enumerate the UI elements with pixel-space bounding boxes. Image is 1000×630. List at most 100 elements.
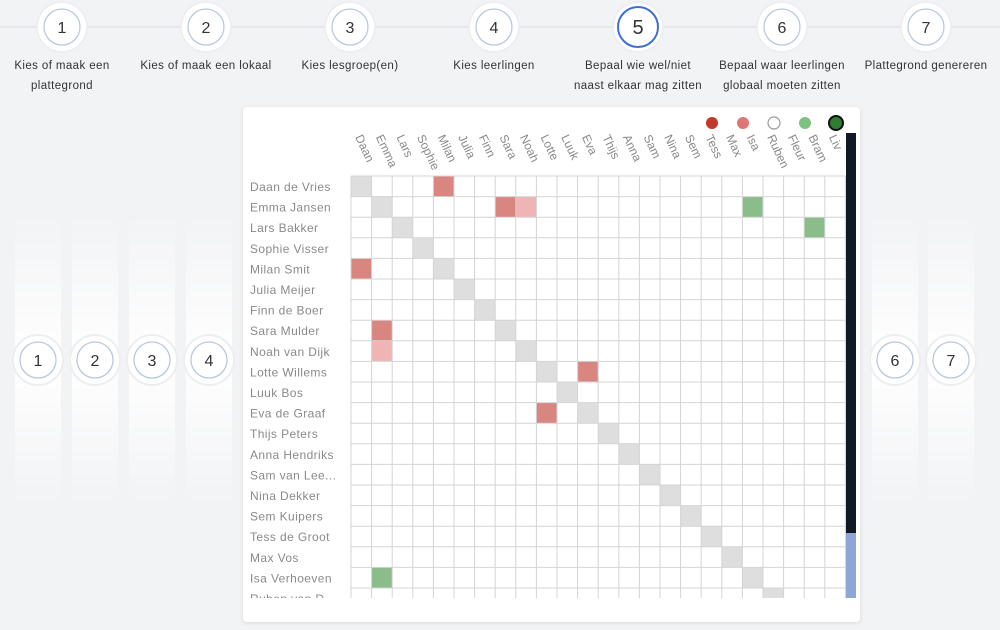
diagonal-cell — [433, 258, 454, 279]
relation-cell[interactable] — [371, 320, 393, 341]
row-label: Eva de Graaf — [250, 407, 326, 421]
step-label: Kies of maak een — [14, 60, 109, 72]
step-circle[interactable] — [43, 8, 81, 46]
step-circle[interactable] — [76, 341, 114, 379]
column-label: Liv — [826, 132, 845, 152]
step-label: Kies leerlingen — [453, 60, 534, 72]
row-label: Emma Jansen — [250, 201, 331, 215]
step-circle[interactable] — [763, 8, 801, 46]
step-label: plattegrond — [31, 80, 93, 92]
relation-cell[interactable] — [515, 196, 537, 218]
step-number: 6 — [891, 353, 900, 370]
step-circle[interactable] — [133, 341, 171, 379]
legend-option[interactable] — [799, 117, 811, 129]
row-label: Lars Bakker — [250, 221, 318, 235]
relation-cell[interactable] — [351, 258, 372, 279]
step-number: 2 — [91, 353, 100, 370]
diagonal-cell — [701, 526, 722, 547]
diagonal-cell — [618, 443, 640, 465]
row-label: Lotte Willems — [250, 365, 327, 379]
relation-cell[interactable] — [371, 567, 393, 588]
matrix: Daan de Vries Emma Jansen Lars Bakker Sophi… — [250, 175, 846, 606]
step-label: Kies lesgroep(en) — [302, 60, 399, 72]
relation-cell[interactable] — [433, 176, 454, 197]
relation-cell[interactable] — [577, 361, 599, 382]
row-label: Tess de Groot — [250, 530, 330, 544]
row-label: Ruben van D... — [250, 592, 336, 606]
step-label: Kies of maak een lokaal — [140, 60, 271, 72]
legend-option[interactable] — [706, 117, 718, 129]
step-label: Bepaal wie wel/niet — [585, 60, 691, 72]
row-label: Isa Verhoeven — [250, 571, 332, 585]
row-label: Luuk Bos — [250, 386, 303, 400]
row-label: Noah van Dijk — [250, 345, 331, 359]
step-number: 7 — [922, 20, 931, 37]
row-label: Sem Kuipers — [250, 510, 323, 524]
relation-cell[interactable] — [495, 196, 516, 218]
scrollbar-thumb[interactable] — [846, 533, 856, 598]
row-label: Max Vos — [250, 551, 299, 565]
diagonal-cell — [763, 588, 784, 598]
step-number: 4 — [205, 353, 214, 370]
diagonal-cell — [351, 176, 372, 197]
step-circle[interactable] — [617, 6, 659, 48]
diagonal-cell — [598, 423, 619, 444]
diagonal-cell — [680, 505, 702, 527]
step-number: 3 — [346, 20, 355, 37]
legend-option[interactable] — [828, 115, 844, 131]
row-label: Julia Meijer — [250, 283, 316, 297]
step-number: 3 — [148, 353, 157, 370]
row-label: Thijs Peters — [250, 427, 318, 441]
step-circle[interactable] — [876, 341, 914, 379]
row-label: Finn de Boer — [250, 304, 324, 318]
legend-option[interactable] — [767, 116, 781, 130]
diagonal-cell — [721, 546, 743, 568]
diagonal-cell — [515, 340, 537, 362]
step-number: 1 — [34, 353, 43, 370]
legend-option[interactable] — [737, 117, 749, 129]
relation-cell[interactable] — [536, 402, 557, 424]
step-label: Plattegrond genereren — [865, 60, 988, 72]
step-label: naast elkaar mag zitten — [574, 80, 702, 92]
step-circle[interactable] — [932, 341, 970, 379]
diagonal-cell — [454, 279, 475, 300]
step-circle[interactable] — [19, 341, 57, 379]
row-label: Milan Smit — [250, 262, 310, 276]
diagonal-cell — [639, 464, 660, 485]
row-label: Sam van Lee... — [250, 468, 336, 482]
step-number: 5 — [632, 17, 643, 39]
diagonal-cell — [742, 567, 763, 588]
step-circle[interactable] — [187, 8, 225, 46]
relation-cell[interactable] — [742, 196, 763, 218]
step-number: 6 — [778, 20, 787, 37]
relation-cell[interactable] — [371, 340, 393, 362]
column-label: Isa — [744, 132, 764, 153]
step-label: globaal moeten zitten — [723, 80, 841, 92]
row-label: Anna Hendriks — [250, 448, 334, 462]
step-number: 1 — [58, 20, 67, 37]
scrollbar-track[interactable] — [846, 133, 856, 598]
step-number: 7 — [947, 353, 956, 370]
relation-cell[interactable] — [804, 217, 825, 238]
diagonal-cell — [392, 217, 413, 238]
diagonal-cell — [536, 361, 557, 382]
step-number: 2 — [202, 20, 211, 37]
diagonal-cell — [474, 299, 496, 321]
row-label: Sara Mulder — [250, 324, 320, 338]
step-circle[interactable] — [331, 8, 369, 46]
step-circle[interactable] — [907, 8, 945, 46]
step-circle[interactable] — [475, 8, 513, 46]
row-label: Daan de Vries — [250, 180, 331, 194]
step-number: 4 — [490, 20, 499, 37]
row-label: Nina Dekker — [250, 489, 320, 503]
row-label: Sophie Visser — [250, 242, 329, 256]
diagonal-cell — [557, 382, 578, 403]
step-circle[interactable] — [190, 341, 228, 379]
diagonal-cell — [371, 196, 393, 218]
diagonal-cell — [660, 485, 681, 506]
diagonal-cell — [412, 237, 434, 259]
diagonal-cell — [495, 320, 516, 341]
diagonal-cell — [577, 402, 599, 424]
